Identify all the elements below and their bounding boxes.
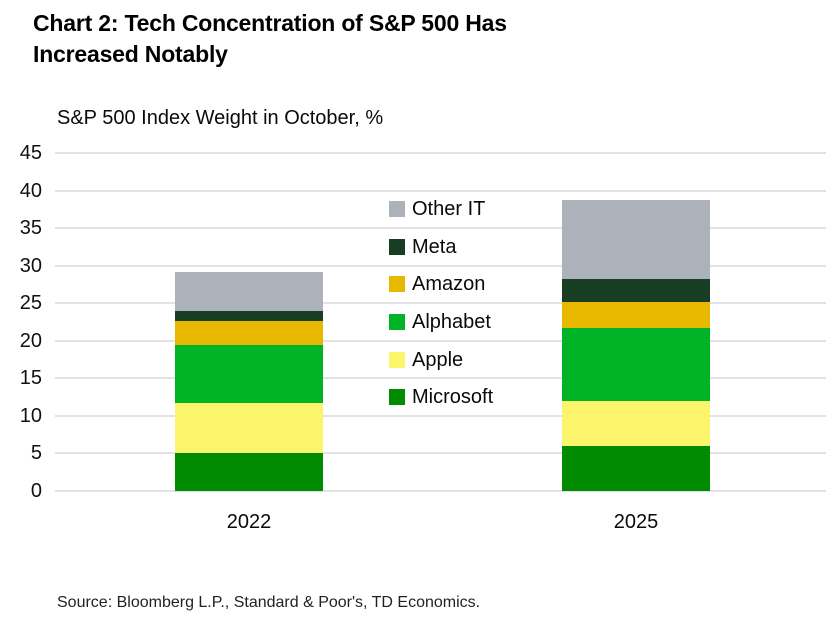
y-tick-label: 40 <box>19 179 42 202</box>
stacked-bar-2025 <box>562 153 710 491</box>
y-gridline <box>55 302 826 305</box>
legend-item-alphabet: Alphabet <box>389 311 491 333</box>
y-tick-label: 45 <box>19 142 42 164</box>
bar-segment-other-it <box>175 271 323 311</box>
plot-area: 2022 2025 Other IT Meta Amazon Alphabet Apple M… <box>55 152 826 533</box>
legend-item-other-it: Other IT <box>389 198 485 220</box>
y-tick-label: 30 <box>19 254 42 277</box>
bar-segment-apple <box>175 403 323 453</box>
y-gridline <box>55 490 826 492</box>
legend-label: Alphabet <box>412 311 491 333</box>
y-gridline <box>55 414 826 417</box>
bar-segment-amazon <box>175 320 323 346</box>
legend-label: Meta <box>412 235 457 258</box>
y-gridline <box>55 339 826 342</box>
y-tick-label: 20 <box>19 329 42 352</box>
y-axis: 0 5 10 15 20 25 30 35 40 45 <box>0 142 42 502</box>
legend-item-amazon: Amazon <box>389 273 485 295</box>
y-tick-label: 15 <box>19 367 42 390</box>
y-gridline <box>55 377 826 380</box>
legend-label: Apple <box>412 348 464 371</box>
legend-swatch-meta <box>389 238 405 255</box>
y-tick-label: 35 <box>19 217 42 240</box>
y-tick-label: 10 <box>19 404 42 427</box>
legend-swatch-amazon <box>389 276 405 293</box>
chart-title-line1: Chart 2: Tech Concentration of S&P 500 H… <box>33 10 507 36</box>
chart-title: Chart 2: Tech Concentration of S&P 500 H… <box>33 8 507 70</box>
legend-label: Microsoft <box>412 386 494 409</box>
legend-label: Other IT <box>412 198 486 221</box>
bar-segment-other-it <box>562 200 710 280</box>
bar-segment-meta <box>175 310 323 321</box>
bar-segment-microsoft <box>562 445 710 491</box>
legend-item-apple: Apple <box>389 349 463 371</box>
x-tick-label: 2022 <box>226 511 272 533</box>
bar-segment-apple <box>562 400 710 446</box>
y-gridline <box>55 152 826 154</box>
axis-unit-label: S&P 500 Index Weight in October, % <box>57 107 384 129</box>
legend-item-microsoft: Microsoft <box>389 386 493 408</box>
legend-item-meta: Meta <box>389 236 456 258</box>
y-gridline <box>55 452 826 455</box>
bar-segment-meta <box>562 279 710 302</box>
legend-label: Amazon <box>412 273 486 296</box>
bar-segment-alphabet <box>562 328 710 401</box>
y-gridline <box>55 227 826 230</box>
source-note: Source: Bloomberg L.P., Standard & Poor'… <box>57 594 481 611</box>
legend-swatch-microsoft <box>389 389 405 406</box>
y-gridline <box>55 189 826 192</box>
bar-segment-microsoft <box>175 452 323 491</box>
bar-segment-amazon <box>562 301 710 329</box>
y-tick-label: 0 <box>30 480 42 502</box>
stacked-bar-2022 <box>175 153 323 491</box>
chart-title-line2: Increased Notably <box>33 41 228 67</box>
y-tick-label: 25 <box>19 292 42 315</box>
y-gridline <box>55 264 826 267</box>
legend-swatch-alphabet <box>389 314 405 330</box>
legend-swatch-apple <box>389 351 405 368</box>
bar-segment-alphabet <box>175 345 323 404</box>
y-tick-label: 5 <box>30 442 42 465</box>
legend-swatch-other-it <box>389 201 405 218</box>
x-tick-label: 2025 <box>613 511 659 533</box>
